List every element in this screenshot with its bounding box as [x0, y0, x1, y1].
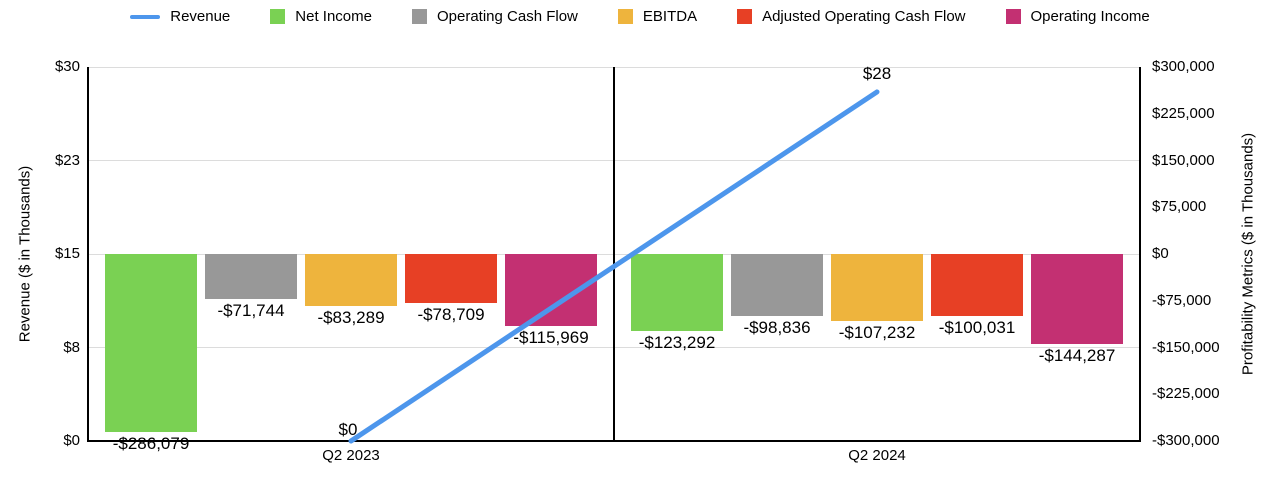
legend-item-operating-cash-flow[interactable]: Operating Cash Flow [411, 8, 578, 25]
revenue-line-path [348, 89, 880, 444]
y-axis-tick-left: $15 [54, 245, 80, 262]
legend-label: Net Income [295, 8, 372, 25]
bar-value-label: -$100,031 [938, 318, 1016, 338]
legend-item-revenue[interactable]: Revenue [130, 8, 230, 25]
bar-adjusted-operating-cash-flow-q2-2023 [405, 254, 497, 304]
category-divider [613, 67, 615, 441]
y-axis-tick-right: $225,000 [1152, 104, 1215, 122]
line-point-label: $0 [338, 420, 358, 439]
right-axis-line [1139, 67, 1141, 441]
y-axis-tick-right: -$150,000 [1152, 338, 1220, 356]
y-axis-tick-right: $0 [1152, 245, 1169, 262]
legend-label: Operating Income [1030, 8, 1150, 25]
bar-value-label: -$78,709 [417, 305, 485, 325]
legend-item-ebitda[interactable]: EBITDA [617, 8, 698, 25]
bar-net-income-q2-2024 [631, 254, 723, 331]
y-axis-tick-right: -$75,000 [1152, 291, 1212, 309]
legend-swatch-operating-income [1005, 9, 1021, 24]
bar-value-label: -$98,836 [743, 317, 811, 337]
y-axis-tick-right: $75,000 [1152, 198, 1207, 216]
legend-label: Operating Cash Flow [436, 8, 578, 25]
y-axis-tick-right: -$300,000 [1152, 432, 1220, 449]
legend-swatch-net-income [270, 9, 286, 24]
bar-value-label: -$144,287 [1038, 345, 1116, 365]
y-axis-tick-right: -$225,000 [1152, 385, 1220, 403]
y-axis-tick-left: $30 [54, 58, 80, 75]
legend-label: EBITDA [642, 8, 698, 25]
revenue-line [348, 89, 880, 444]
y-axis-tick-left: $23 [54, 151, 80, 169]
bar-ebitda-q2-2023 [305, 254, 397, 306]
bar-net-income-q2-2023 [105, 254, 197, 433]
legend-item-net-income[interactable]: Net Income [270, 8, 372, 25]
bar-value-label: -$286,079 [112, 434, 190, 454]
bar-operating-cash-flow-q2-2024 [731, 254, 823, 316]
bar-operating-income-q2-2024 [1031, 254, 1123, 344]
y-axis-tick-left: $0 [63, 432, 80, 449]
bar-value-label: -$83,289 [317, 307, 385, 327]
bar-adjusted-operating-cash-flow-q2-2024 [931, 254, 1023, 317]
y-axis-tick-right: $300,000 [1152, 58, 1215, 75]
bar-value-label: -$115,969 [513, 328, 589, 348]
legend-item-adjusted-operating-cash-flow[interactable]: Adjusted Operating Cash Flow [737, 8, 966, 25]
legend-swatch-operating-cash-flow [411, 9, 427, 24]
bar-ebitda-q2-2024 [831, 254, 923, 321]
bar-operating-cash-flow-q2-2023 [205, 254, 297, 299]
y-axis-tick-left: $8 [63, 338, 80, 356]
left-axis-line [87, 67, 89, 441]
x-axis-label-q2-2023: Q2 2023 [322, 447, 380, 464]
legend-label: Adjusted Operating Cash Flow [762, 8, 966, 25]
line-point-label: $28 [862, 63, 892, 83]
bar-value-label: -$107,232 [838, 322, 916, 342]
chart-legend: Revenue Net Income Operating Cash Flow EBIT… [0, 8, 1280, 25]
x-axis-label-q2-2024: Q2 2024 [848, 447, 906, 464]
legend-swatch-ebitda [617, 9, 633, 24]
right-axis-title: Profitability Metrics ($ in Thousands) [1239, 132, 1257, 376]
legend-swatch-revenue [130, 14, 161, 19]
legend-label: Revenue [170, 8, 231, 25]
bar-value-label: -$71,744 [217, 300, 285, 320]
bottom-axis-line [87, 440, 1141, 442]
plot-area: -$286,079 -$123,292 -$71,744 -$98,836 -$83,2… [87, 63, 1141, 453]
bar-value-label: -$123,292 [638, 332, 716, 352]
legend-swatch-adjusted-operating-cash-flow [737, 9, 753, 24]
legend-item-operating-income[interactable]: Operating Income [1005, 8, 1150, 25]
y-axis-tick-right: $150,000 [1152, 151, 1215, 169]
